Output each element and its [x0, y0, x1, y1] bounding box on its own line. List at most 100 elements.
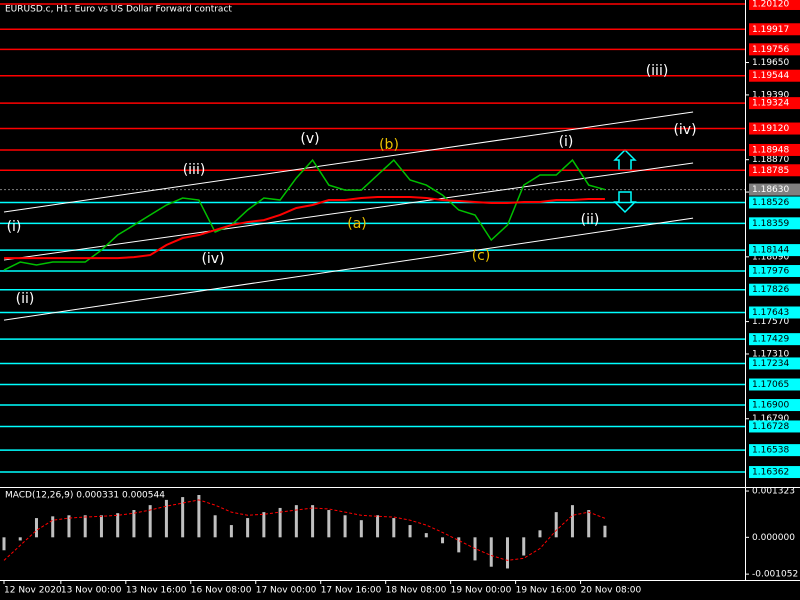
wave-label: (ii) [16, 291, 35, 307]
macd-bar [603, 525, 607, 538]
level-label-box [749, 283, 800, 296]
level-label-box [749, 217, 800, 230]
x-tick-label: 19 Nov 16:00 [516, 586, 577, 596]
level-label-box [749, 265, 800, 278]
level-label: 1.16900 [752, 401, 789, 411]
macd-bar [197, 494, 201, 538]
wave-label: (iv) [673, 122, 696, 138]
macd-bar [278, 507, 282, 538]
level-label: 1.18526 [752, 198, 789, 208]
level-label-box [749, 122, 800, 135]
x-tick-label: 16 Nov 08:00 [191, 586, 252, 596]
y-tick-label: 1.17310 [752, 349, 789, 359]
macd-bar [408, 525, 412, 538]
wave-label: (b) [379, 137, 399, 153]
level-label: 1.18144 [752, 246, 789, 256]
level-label-box [749, 23, 800, 36]
level-label: 1.16362 [752, 468, 789, 478]
macd-bar [424, 533, 428, 538]
trend-line [3, 217, 694, 321]
level-label: 1.16538 [752, 446, 789, 456]
level-label: 1.19544 [752, 71, 789, 81]
level-label-box [749, 69, 800, 82]
level-label: 1.19756 [752, 45, 789, 55]
level-label: 1.17234 [752, 359, 789, 369]
x-tick-label: 20 Nov 08:00 [581, 586, 642, 596]
chart-title: EURUSD.c, H1: Euro vs US Dollar Forward … [5, 5, 232, 15]
macd-bar [83, 515, 87, 538]
current-price-box [749, 183, 800, 196]
x-tick-label: 19 Nov 00:00 [451, 586, 512, 596]
macd-bar [116, 513, 120, 538]
level-label: 1.17065 [752, 380, 789, 390]
level-label-box [749, 357, 800, 370]
macd-bar [229, 525, 233, 538]
level-label-box [749, 399, 800, 412]
level-label-box [749, 333, 800, 346]
level-label-box [749, 444, 800, 457]
wave-label: (c) [472, 248, 491, 264]
level-label-box [749, 43, 800, 56]
macd-bar [51, 516, 55, 538]
y-tick-label: 1.19650 [752, 58, 789, 68]
wave-label: (iv) [201, 251, 224, 267]
level-label: 1.17826 [752, 285, 789, 295]
x-tick-label: 13 Nov 16:00 [126, 586, 187, 596]
macd-bar [246, 518, 250, 538]
price-line [3, 158, 606, 271]
level-label: 1.16728 [752, 422, 789, 432]
level-label: 1.18785 [752, 166, 789, 176]
macd-bar [570, 505, 574, 538]
level-label: 1.17976 [752, 267, 789, 277]
macd-bar [67, 515, 71, 538]
trend-line [3, 162, 694, 261]
level-label: 1.18948 [752, 145, 789, 155]
macd-bar [376, 515, 380, 538]
macd-bar [164, 499, 168, 538]
wave-label: (i) [559, 134, 574, 150]
x-tick-label: 17 Nov 00:00 [256, 586, 317, 596]
y-tick-label: 1.18870 [752, 155, 789, 165]
y-tick-label: -0.001052 [752, 570, 798, 580]
macd-bar [489, 537, 493, 567]
trend-line [3, 111, 694, 213]
macd-bar [34, 518, 38, 538]
wave-label: (v) [300, 131, 319, 147]
x-tick-label: 12 Nov 2020 [4, 586, 62, 596]
macd-bar [294, 505, 298, 538]
indicator-title: MACD(12,26,9) 0.000331 0.000544 [5, 491, 165, 501]
macd-bar [457, 537, 461, 553]
level-label: 1.17429 [752, 335, 789, 345]
wave-label: (i) [7, 219, 22, 235]
macd-bar [2, 537, 6, 551]
level-label-box [749, 420, 800, 433]
level-label: 1.18359 [752, 219, 789, 229]
y-tick-label: 0.001323 [752, 487, 795, 497]
y-tick-label: 0.000000 [752, 533, 795, 543]
y-tick-label: 1.19390 [752, 90, 789, 100]
wave-label: (iii) [646, 63, 669, 79]
level-label-box [749, 306, 800, 319]
price-line [4, 196, 605, 260]
macd-bar [359, 520, 363, 538]
macd-bar [522, 537, 526, 556]
macd-bar [327, 510, 331, 538]
x-tick-label: 17 Nov 16:00 [321, 586, 382, 596]
macd-bar [99, 515, 103, 538]
level-label-box [749, 143, 800, 156]
level-label-box [749, 466, 800, 479]
level-label-box [749, 378, 800, 391]
macd-bar [587, 510, 591, 538]
level-label-box [749, 196, 800, 209]
macd-bar [213, 515, 217, 538]
y-tick-label: 1.16790 [752, 414, 789, 424]
y-tick-label: 1.18090 [752, 252, 789, 262]
wave-label: (a) [347, 216, 367, 232]
macd-bar [554, 512, 558, 538]
macd-bar [441, 537, 445, 544]
level-label: 1.19120 [752, 124, 789, 134]
macd-bar [392, 518, 396, 538]
